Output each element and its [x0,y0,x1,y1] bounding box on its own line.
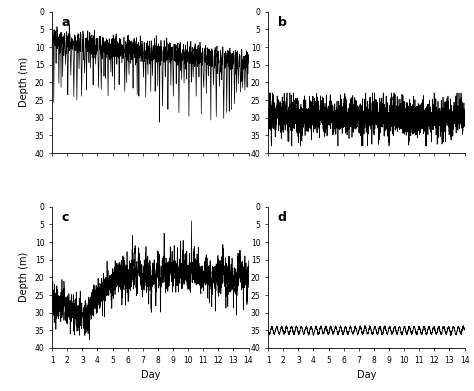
X-axis label: Day: Day [141,370,160,380]
Text: c: c [62,211,69,224]
Text: a: a [62,16,71,29]
Text: b: b [278,16,287,29]
Y-axis label: Depth (m): Depth (m) [19,57,29,108]
Text: d: d [278,211,287,224]
Y-axis label: Depth (m): Depth (m) [19,252,29,303]
X-axis label: Day: Day [356,370,376,380]
